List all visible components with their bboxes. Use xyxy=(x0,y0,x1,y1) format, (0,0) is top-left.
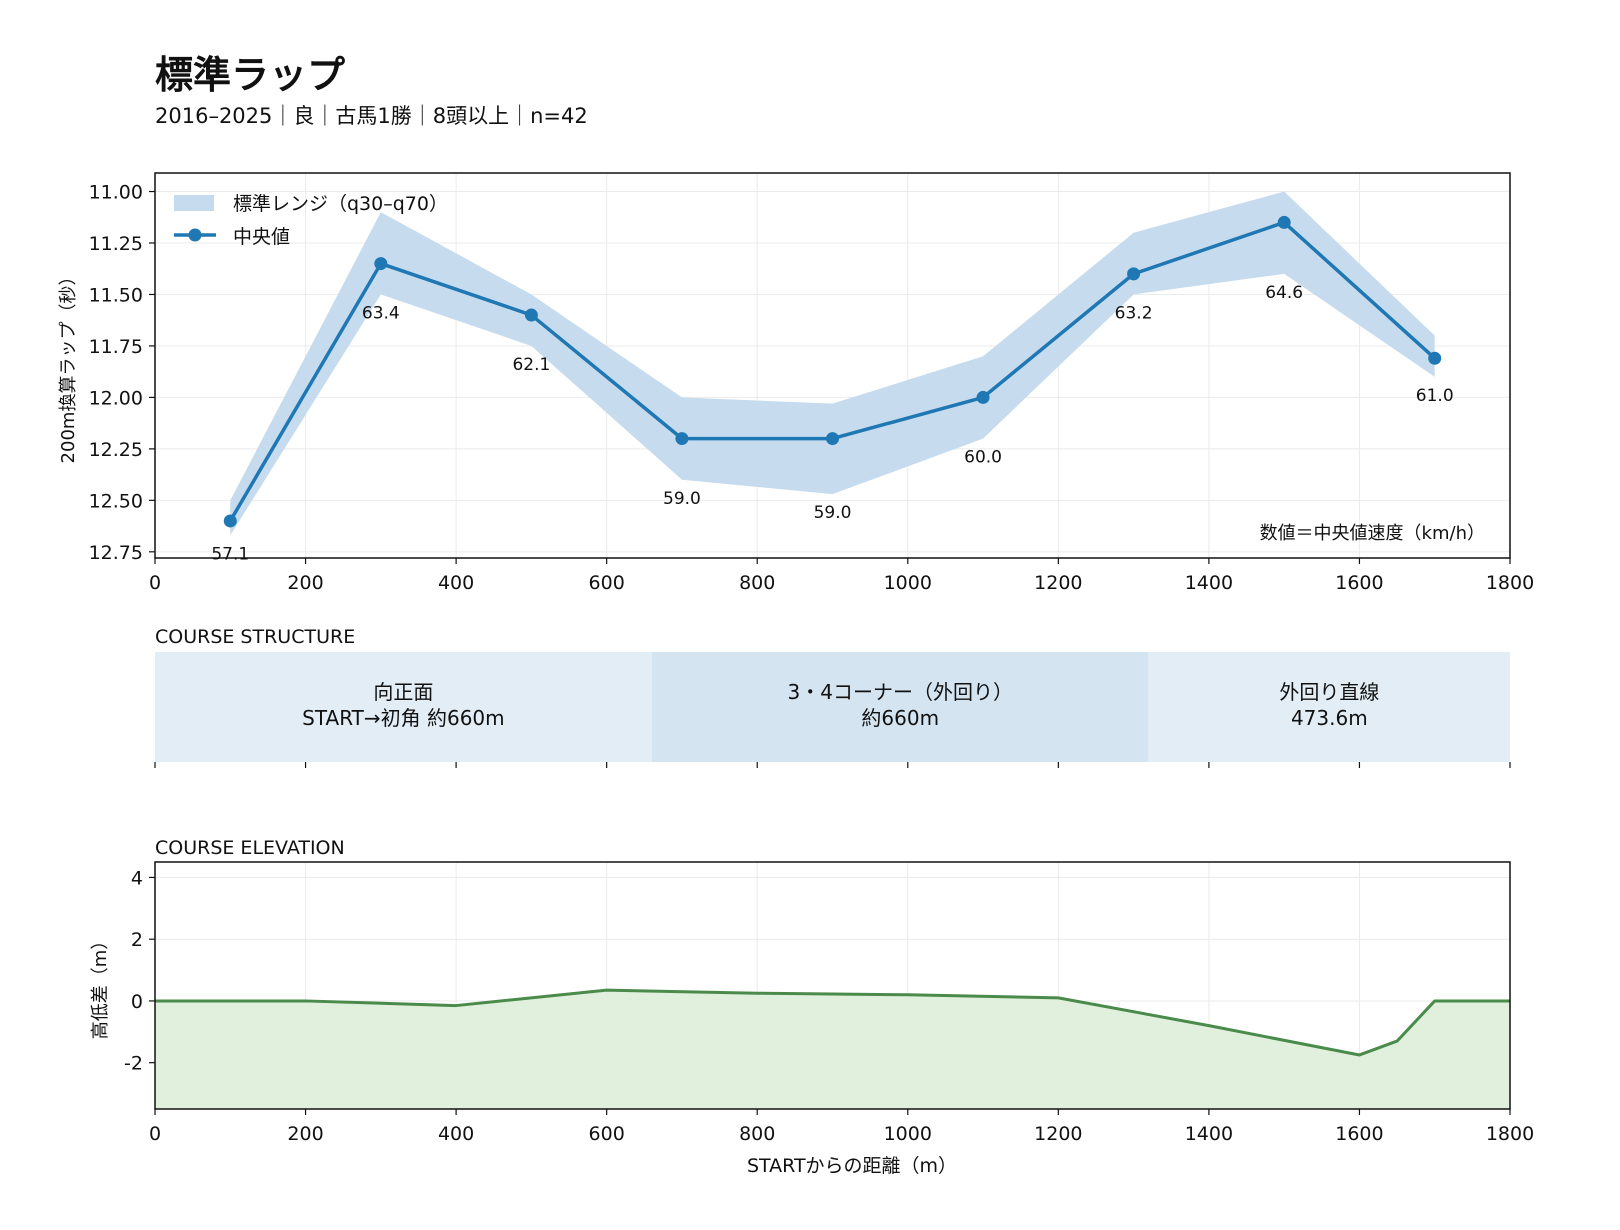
y-tick-label: 12.75 xyxy=(89,542,143,564)
y-tick-label: 12.00 xyxy=(89,387,143,409)
course-elevation-title: COURSE ELEVATION xyxy=(155,837,345,859)
y-tick-label: 12.25 xyxy=(89,439,143,461)
elevation-line xyxy=(155,988,1510,1057)
course-segment xyxy=(1148,652,1510,762)
x-tick-label: 1200 xyxy=(1034,1123,1082,1145)
x-tick-label: 800 xyxy=(739,572,775,594)
x-tick-label: 1600 xyxy=(1335,1123,1383,1145)
x-tick-label: 600 xyxy=(589,1123,625,1145)
elevation-ylabel: 高低差（m） xyxy=(90,932,111,1040)
plot-frame xyxy=(154,861,1511,1110)
median-point xyxy=(675,432,689,446)
elevation-fill xyxy=(155,990,1510,1109)
legend-band-swatch xyxy=(174,195,214,211)
x-tick-label: 1600 xyxy=(1335,572,1383,594)
course-segment-name: 3・4コーナー（外回り） xyxy=(788,680,1013,704)
x-tick-label: 400 xyxy=(438,572,474,594)
point-speed-label: 64.6 xyxy=(1265,283,1303,303)
lap-chart-annotation: 数値＝中央値速度（km/h） xyxy=(1260,523,1485,544)
median-point xyxy=(524,308,538,322)
x-tick-label: 400 xyxy=(438,1123,474,1145)
median-point xyxy=(223,514,237,528)
course-structure-title: COURSE STRUCTURE xyxy=(155,626,355,648)
elevation-xlabel: STARTからの距離（m） xyxy=(747,1155,957,1177)
x-tick-label: 1800 xyxy=(1486,1123,1534,1145)
lap-chart-legend: 標準レンジ（q30–q70） 中央値 xyxy=(174,193,448,248)
x-tick-label: 1800 xyxy=(1486,572,1534,594)
legend-band-label: 標準レンジ（q30–q70） xyxy=(233,193,448,215)
chart-subtitle: 2016–2025｜良｜古馬1勝｜8頭以上｜n=42 xyxy=(155,104,588,128)
point-speed-label: 60.0 xyxy=(964,448,1002,468)
y-tick-label: -2 xyxy=(124,1053,143,1075)
lap-chart-ylabel: 200m換算ラップ（秒） xyxy=(58,268,79,464)
x-tick-label: 1200 xyxy=(1034,572,1082,594)
point-speed-label: 61.0 xyxy=(1416,386,1454,406)
y-tick-label: 11.00 xyxy=(89,182,143,204)
elevation-axes: 0 200 400 600 800 1000 1200 1400 1600 1800 4 2 0 -2 xyxy=(124,861,1534,1145)
point-speed-label: 59.0 xyxy=(663,489,701,509)
lap-chart-points xyxy=(223,215,1442,528)
y-tick-label: 12.50 xyxy=(89,490,143,512)
x-tick-label: 1400 xyxy=(1185,572,1233,594)
course-segment-name: 外回り直線 xyxy=(1279,680,1379,704)
chart-title: 標準ラップ xyxy=(155,53,345,97)
legend-line-marker xyxy=(188,228,202,242)
course-segment xyxy=(155,652,652,762)
x-tick-label: 1000 xyxy=(884,572,932,594)
y-tick-label: 11.50 xyxy=(89,284,143,306)
y-tick-label: 0 xyxy=(131,991,143,1013)
x-tick-label: 1400 xyxy=(1185,1123,1233,1145)
x-tick-label: 200 xyxy=(287,572,323,594)
median-point xyxy=(1428,351,1442,365)
point-speed-label: 59.0 xyxy=(814,503,852,523)
point-speed-label: 63.4 xyxy=(362,303,400,323)
median-point xyxy=(1127,267,1141,281)
y-tick-label: 2 xyxy=(131,929,143,951)
median-point xyxy=(1277,215,1291,229)
x-tick-label: 800 xyxy=(739,1123,775,1145)
lap-chart-point-labels: 57.1 63.4 62.1 59.0 59.0 60.0 63.2 64.6 61.0 xyxy=(211,283,1453,564)
x-tick-label: 200 xyxy=(287,1123,323,1145)
x-tick-label: 0 xyxy=(149,572,161,594)
median-point xyxy=(826,432,839,446)
elevation-area xyxy=(155,988,1510,1109)
plot-frame xyxy=(154,172,1511,559)
legend-line-label: 中央値 xyxy=(233,226,290,248)
course-segment-detail: 473.6m xyxy=(1291,706,1368,730)
course-structure-ticks xyxy=(154,762,1511,768)
x-tick-label: 600 xyxy=(589,572,625,594)
course-segment-detail: 約660m xyxy=(861,706,939,730)
point-speed-label: 57.1 xyxy=(211,544,249,564)
y-tick-label: 11.25 xyxy=(89,233,143,255)
lap-chart-axes: 0 200 400 600 800 1000 1200 1400 1600 1800 11.00 11… xyxy=(89,172,1534,594)
median-point xyxy=(976,390,990,404)
course-segment-detail: START→初角 約660m xyxy=(302,706,504,730)
x-tick-label: 0 xyxy=(149,1123,161,1145)
point-speed-label: 62.1 xyxy=(512,355,550,375)
course-segment xyxy=(651,652,1149,762)
point-speed-label: 63.2 xyxy=(1115,303,1153,323)
median-point xyxy=(374,257,388,271)
y-tick-label: 11.75 xyxy=(89,336,143,358)
x-tick-label: 1000 xyxy=(884,1123,932,1145)
y-tick-label: 4 xyxy=(131,867,143,889)
course-segment-name: 向正面 xyxy=(373,680,433,704)
